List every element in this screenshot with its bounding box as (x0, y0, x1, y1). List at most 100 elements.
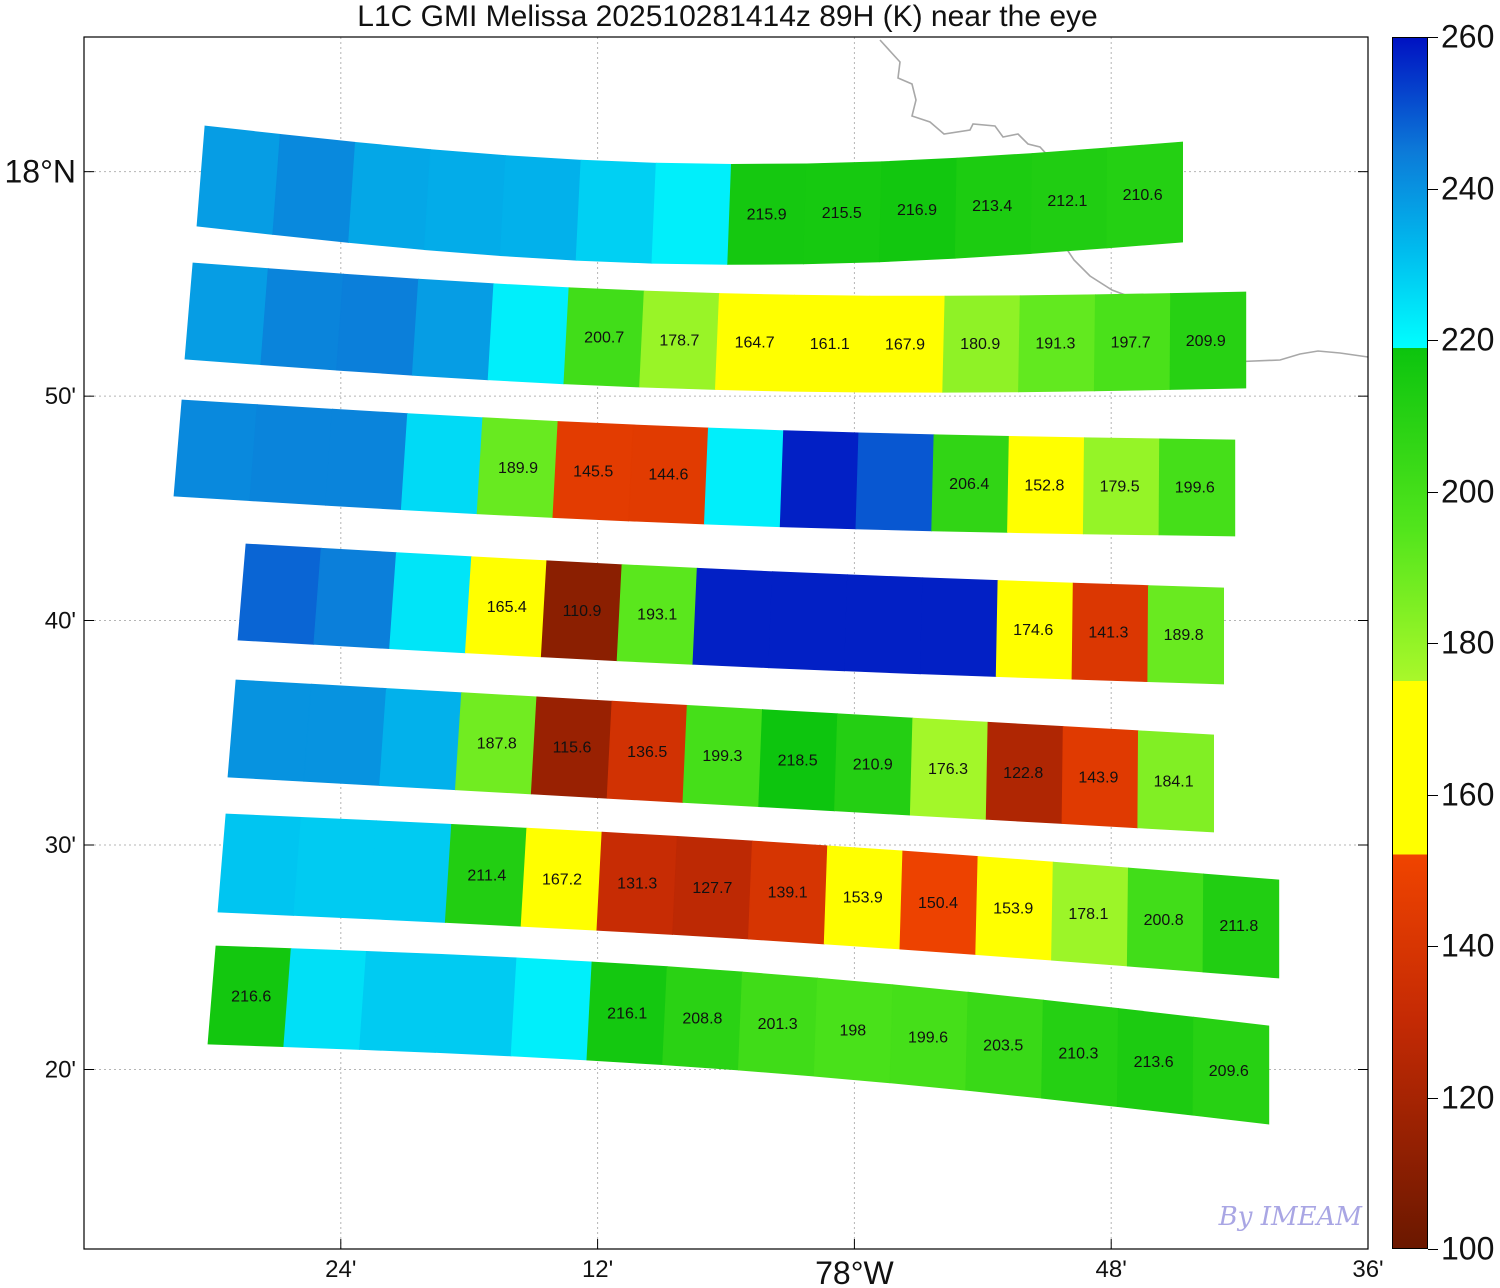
swath-pixel (855, 432, 935, 532)
pixel-value-label: 199.6 (908, 1030, 948, 1047)
swath-pixel (389, 552, 473, 654)
pixel-value-label: 218.5 (778, 752, 818, 769)
swath-row: 189.9 145.5 144.6 206.4 152.8 179.5 199.6 (173, 399, 1236, 537)
swath-pixel (325, 408, 409, 511)
colorbar-tick-label: 260 (1441, 18, 1495, 55)
pixel-value-label: 211.8 (1219, 918, 1258, 935)
y-tick-label: 30' (45, 832, 76, 859)
colorbar-tick-mark (1428, 188, 1438, 190)
swath-pixel (283, 948, 367, 1050)
swath-pixel (173, 399, 258, 502)
x-tick-label: 48' (1096, 1256, 1127, 1283)
pixel-value-label: 206.4 (949, 476, 989, 493)
swath-pixel (434, 953, 518, 1057)
x-tick-label: 36' (1352, 1256, 1383, 1283)
swath-pixel (703, 427, 785, 528)
colorbar-tick-mark (1428, 946, 1438, 947)
map-plot: 215.9 215.5 216.9 213.4 212.1 210.6 200.7 178.7… (5, 36, 1384, 1288)
pixel-value-label: 210.6 (1123, 187, 1163, 204)
colorbar-tick-mark (1428, 340, 1438, 341)
pixel-value-label: 200.7 (584, 330, 624, 347)
swath-pixel (184, 262, 269, 366)
swath-pixel (1192, 1016, 1270, 1125)
swath-pixel (196, 125, 281, 235)
colorbar-tick-mark (1428, 1249, 1438, 1250)
pixel-value-label: 144.6 (648, 467, 688, 484)
swath-pixel (293, 816, 377, 920)
pixel-value-label: 203.5 (983, 1037, 1023, 1054)
colorbar-tick-label: 220 (1441, 321, 1495, 358)
swath-pixel (575, 159, 657, 264)
y-tick-label: 20' (45, 1056, 76, 1083)
swath-pixel (272, 133, 356, 243)
swath-rows: 215.9 215.5 216.9 213.4 212.1 210.6 200.7 178.7… (173, 125, 1280, 1125)
x-tick-label: 78°W (815, 1255, 894, 1288)
pixel-value-label: 165.4 (487, 599, 527, 616)
pixel-value-label: 187.8 (477, 736, 517, 753)
swath-pixel (499, 155, 582, 261)
colorbar-tick-label: 200 (1441, 473, 1495, 509)
swath-pixel (359, 950, 443, 1053)
swath-pixel (510, 957, 593, 1061)
swath-pixel (313, 547, 397, 650)
pixel-value-label: 213.6 (1134, 1054, 1174, 1071)
pixel-value-label: 209.6 (1209, 1063, 1249, 1080)
pixel-value-label: 199.6 (1175, 480, 1215, 497)
swath-row: 187.8 115.6 136.5 199.3 218.5 210.9 176.3 122.8… (227, 679, 1214, 833)
pixel-value-label: 178.1 (1068, 906, 1108, 923)
x-tick-label: 24' (325, 1256, 356, 1283)
colorbar-tick-mark (1428, 491, 1438, 493)
pixel-value-label: 216.6 (231, 989, 271, 1006)
colorbar (1392, 37, 1428, 1249)
pixel-value-label: 161.1 (810, 336, 850, 353)
pixel-value-label: 198 (839, 1023, 866, 1040)
swath-pixel (919, 577, 999, 677)
pixel-value-label: 216.1 (607, 1006, 647, 1023)
y-tick-label: 40' (45, 608, 76, 635)
y-tick-label: 50' (45, 383, 76, 410)
colorbar-tick-label: 120 (1441, 1079, 1495, 1115)
pixel-value-label: 179.5 (1100, 479, 1140, 496)
colorbar-tick-mark (1428, 37, 1438, 38)
swath-pixel (1169, 291, 1247, 390)
pixel-value-label: 174.6 (1013, 622, 1053, 639)
pixel-value-label: 178.7 (659, 333, 699, 350)
swath-pixel (1202, 873, 1280, 979)
swath-row: 211.4 167.2 131.3 127.7 139.1 153.9 150.4 153.9… (217, 813, 1280, 979)
pixel-value-label: 208.8 (682, 1011, 722, 1028)
swath-pixel (779, 430, 860, 530)
colorbar-tick-label: 140 (1441, 927, 1495, 964)
pixel-value-label: 210.3 (1058, 1046, 1098, 1063)
swath-row: 215.9 215.5 216.9 213.4 212.1 210.6 (196, 125, 1183, 265)
swath-row: 216.6 216.1 208.8 201.3 198 199.6 203.5 210.3 21… (207, 945, 1270, 1125)
pixel-value-label: 136.5 (627, 744, 667, 761)
swath-pixel (217, 813, 302, 916)
axis-ticks: 24' 12' 78°W 48' 36' 18°N 50' 40' 30' 20' (5, 154, 1384, 1288)
pixel-value-label: 127.7 (692, 880, 732, 897)
pixel-value-label: 211.4 (467, 868, 506, 885)
swath-pixel (651, 162, 732, 265)
swath-pixel (227, 679, 312, 782)
swath-pixel (249, 404, 333, 506)
swath-pixel (303, 683, 387, 786)
swath-pixel (411, 278, 495, 381)
pixel-value-label: 184.1 (1154, 774, 1194, 791)
pixel-value-label: 153.9 (843, 890, 883, 907)
swath-pixel (1106, 141, 1183, 249)
pixel-value-label: 153.9 (993, 901, 1033, 918)
swath-pixel (768, 571, 849, 672)
swath-pixel (379, 688, 463, 791)
pixel-value-label: 110.9 (563, 603, 602, 620)
pixel-value-label: 115.6 (553, 740, 592, 757)
swath-pixel (260, 268, 344, 371)
pixel-value-label: 180.9 (960, 336, 1000, 353)
swath-pixel (400, 413, 484, 515)
swath-pixel (348, 141, 432, 251)
pixel-value-label: 216.9 (897, 202, 937, 219)
pixel-value-label: 189.9 (498, 460, 538, 477)
pixel-value-label: 152.8 (1024, 477, 1064, 494)
colorbar-tick-mark (1428, 643, 1438, 644)
pixel-value-label: 201.3 (758, 1016, 798, 1033)
swath-pixel (692, 567, 773, 669)
pixel-value-label: 131.3 (617, 876, 657, 893)
